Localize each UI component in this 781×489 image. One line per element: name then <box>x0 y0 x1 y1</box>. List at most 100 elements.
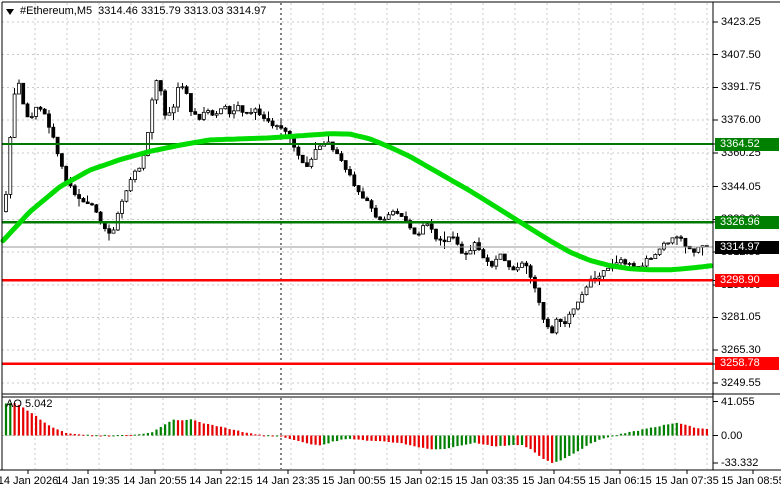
candle-bear <box>563 321 567 325</box>
candle-bear <box>356 185 361 193</box>
ao-bar-up <box>4 403 8 436</box>
ao-bar-down <box>176 420 180 436</box>
price-axis-label: 3376.00 <box>721 114 761 127</box>
candle-bear <box>98 211 103 223</box>
ao-bar-down <box>379 435 382 442</box>
candle-bull <box>696 246 701 253</box>
ao-bar-up <box>615 435 618 437</box>
candle-bull <box>571 308 576 315</box>
candle-bull <box>606 267 610 271</box>
ao-bar-up <box>452 435 455 448</box>
ao-bar-up <box>473 435 476 443</box>
ao-bar-down <box>486 435 489 445</box>
ao-bar-down <box>78 434 81 436</box>
ao-bar-down <box>215 426 218 436</box>
ao-bar-up <box>637 430 640 436</box>
candle-bear <box>558 318 563 323</box>
candle-bull <box>627 263 632 265</box>
ao-bar-down <box>52 427 55 436</box>
candle-bull <box>128 179 133 192</box>
resistance-price-tag[interactable]: 3364.52 <box>715 137 779 151</box>
ao-bar-up <box>348 435 352 439</box>
ao-bar-down <box>250 433 253 436</box>
candle-bear <box>464 252 469 255</box>
candle-bear <box>352 174 357 187</box>
candle-bull <box>666 242 671 245</box>
ao-bar-down <box>237 430 240 436</box>
candle-bear <box>631 263 636 267</box>
ao-bar-up <box>133 434 137 436</box>
candle-bear <box>481 249 486 259</box>
ao-bar-up <box>568 435 571 456</box>
candle-bull <box>498 253 503 260</box>
candle-bull <box>317 145 322 150</box>
ao-bar-down <box>262 435 266 437</box>
ao-bar-down <box>26 410 29 436</box>
ao-bar-up <box>155 429 158 436</box>
candle-bear <box>378 216 383 220</box>
candle-bear <box>90 203 94 206</box>
candle-bear <box>649 258 653 260</box>
ao-bar-up <box>336 435 339 441</box>
candle-bull <box>137 167 142 172</box>
ao-bar-up <box>168 421 171 436</box>
ao-bar-down <box>69 433 72 436</box>
support-price-tag[interactable]: 3258.78 <box>715 357 779 371</box>
ao-bar-up <box>469 435 472 444</box>
candle-bull <box>386 214 391 220</box>
time-axis-label: 15 Jan 02:15 <box>389 475 453 487</box>
ao-bar-down <box>314 435 317 445</box>
time-axis-label: 15 Jan 04:55 <box>522 475 586 487</box>
ao-bar-down <box>56 429 59 436</box>
ao-bar-up <box>641 429 644 436</box>
candle-bear <box>348 169 352 176</box>
candle-bull <box>644 258 649 267</box>
ao-bar-down <box>503 435 506 446</box>
candle-bull <box>580 294 585 303</box>
ao-bar-up <box>465 435 468 445</box>
candle-bear <box>21 82 26 105</box>
candle-bull <box>313 149 318 160</box>
moving-average-line <box>0 131 714 273</box>
candle-bull <box>171 106 176 114</box>
ao-bar-down <box>288 435 291 439</box>
symbol-period-label: #Ethereum,M5 <box>20 5 93 17</box>
ao-bar-up <box>103 434 106 436</box>
chevron-down-icon[interactable] <box>6 8 14 15</box>
ao-bar-down <box>181 420 184 436</box>
candle-bear <box>623 259 628 265</box>
support-price-tag[interactable]: 3298.90 <box>715 273 779 287</box>
ao-bar-down <box>374 435 377 441</box>
candle-bear <box>60 153 64 167</box>
candle-bear <box>81 198 86 203</box>
ao-bar-up <box>439 435 442 450</box>
candle-bull <box>657 248 662 255</box>
candle-bull <box>167 112 172 116</box>
ao-bar-up <box>142 433 145 436</box>
time-axis-label: 14 Jan 2026 <box>0 475 59 487</box>
ao-bar-down <box>361 435 364 441</box>
candle-bull <box>154 80 159 101</box>
time-axis-label: 14 Jan 19:35 <box>56 475 120 487</box>
candle-bear <box>550 326 554 334</box>
ao-bar-down <box>546 435 549 461</box>
candle-bear <box>434 228 438 240</box>
ao-bar-down <box>529 435 532 450</box>
ao-bar-up <box>606 435 610 438</box>
ao-bar-down <box>125 435 128 437</box>
ao-bar-down <box>538 435 541 456</box>
ao-bar-down <box>39 419 42 436</box>
candle-bull <box>421 225 426 235</box>
resistance-price-tag[interactable]: 3326.96 <box>715 215 779 229</box>
ao-bar-up <box>576 435 579 452</box>
ao-bar-down <box>82 434 85 436</box>
candle-bear <box>477 242 481 251</box>
candle-bull <box>274 125 279 128</box>
ao-bar-down <box>35 415 38 436</box>
candle-bull <box>206 110 211 113</box>
ao-bar-up <box>146 433 149 436</box>
candle-bear <box>399 213 404 217</box>
ao-bar-up <box>585 435 588 446</box>
